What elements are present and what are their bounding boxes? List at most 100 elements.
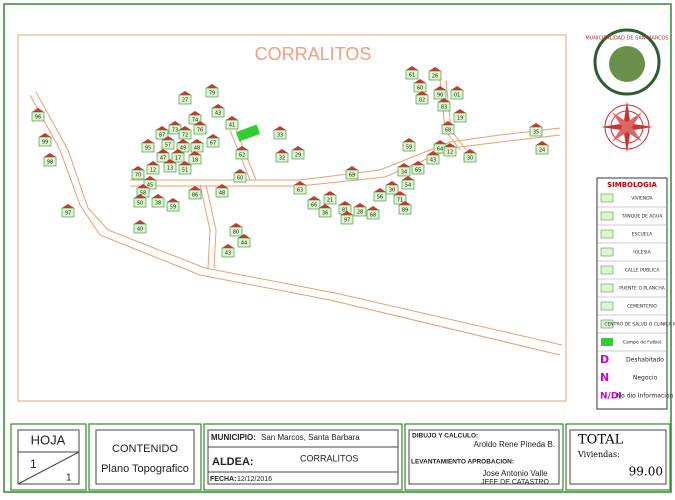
roads [30,80,562,355]
house-roof [179,91,191,95]
house-number: 13 [167,166,173,172]
contenido-label: CONTENIDO [112,443,178,455]
house-number: 67 [210,141,216,147]
total: 99.00 [629,465,663,479]
house-number: 60 [417,86,423,92]
map-sheet: CORRALITOS MUNICIPALIDAD DE SAN MARCOS S… [0,0,675,496]
house-roof [156,126,168,130]
house-number: 12 [150,168,156,174]
legend-symbol [601,266,613,274]
house-number: 65 [415,168,421,174]
legend-symbol [601,302,613,310]
viviendas-label: Viviendas: [577,450,620,459]
legend-status-label: Negocio [633,375,658,382]
house-number: 97 [344,218,350,224]
legend-label: Campo de Futbol [623,340,661,346]
house-number: 44 [241,241,247,247]
hoja-label: HOJA [31,432,66,447]
house-number: 43 [225,251,231,257]
house-number: 68 [370,213,376,219]
house-number: 61 [409,73,415,79]
house-number: 29 [295,153,301,159]
house-number: 33 [277,133,283,139]
legend-symbol [601,212,613,220]
house-roof [412,161,424,165]
house-roof [226,116,238,120]
house-number: 74 [192,118,198,124]
football-field [236,125,260,142]
house-roof [398,163,410,167]
house-roof [274,126,286,130]
cargo: JEFE DE CATASTRO [481,479,549,486]
house-roof [406,66,418,70]
house-number: 80 [233,230,239,236]
house-number: 63 [297,188,303,194]
house-number: 36 [322,211,328,217]
house-roof [374,188,386,192]
legend-label: ESCUELA [632,232,654,238]
house-number: 96 [35,115,41,121]
house-number: 34 [401,170,407,176]
legend-status-label: Deshabitado [626,357,664,364]
house-roof [142,139,154,143]
house-number: 17 [175,156,181,162]
house-number: 69 [349,173,355,179]
house-roof [276,149,288,153]
house-number: 62 [239,153,245,159]
house-number: 40 [137,227,143,233]
fecha-label: FECHA: [210,476,236,483]
house-roof [403,138,415,142]
contenido: Plano Topografico [101,463,189,475]
house-number: 18 [192,158,198,164]
house-roof [167,198,179,202]
house-number: 48 [219,191,225,197]
house-number: 57 [165,143,171,149]
legend-label: TANQUE DE AGUA [621,214,663,220]
house-roof [434,86,446,90]
legend-symbol [601,284,613,292]
house-roof [169,121,181,125]
house-number: 12 [447,150,453,156]
house-roof [386,181,398,185]
house-number: 66 [311,203,317,209]
house-number: 43 [215,111,221,117]
house-number: 99 [42,140,48,146]
house-roof [177,139,189,143]
house-number: 41 [229,123,235,129]
house-roof [44,153,56,157]
house-roof [62,204,74,208]
aldea: CORRALITOS [300,453,358,463]
house-number: 47 [160,156,166,162]
legend-symbol [601,194,613,202]
house-roof [319,204,331,208]
house-number: 48 [194,146,200,152]
house-roof [234,169,246,173]
house-number: 54 [405,183,411,189]
house-roof [530,123,542,127]
house-number: 49 [180,146,186,152]
house-number: 56 [377,195,383,201]
house-number: 83 [441,105,447,111]
house-roof [354,203,366,207]
house-number: 64 [437,147,443,153]
house-number: 38 [155,201,161,207]
house-roof [144,176,156,180]
house-number: 87 [159,133,165,139]
house-roof [308,196,320,200]
hoja-num: 1 [30,457,37,471]
house-number: 79 [209,91,215,97]
legend-symbol [601,338,613,346]
house-number: 59 [406,145,412,151]
house-number: 70 [135,173,141,179]
house-roof [189,111,201,115]
house-roof [429,67,441,71]
house-roof [134,220,146,224]
house-roof [454,109,466,113]
legend-status-symbol: D [600,353,609,366]
legend-label: CENTRO DE SALUD O CLINICA M.I [604,322,675,328]
municipio: San Marcos, Santa Barbara [261,433,360,442]
house-roof [536,141,548,145]
house-number: 27 [182,98,188,104]
logo-text: MUNICIPALIDAD DE SAN MARCOS [585,36,668,42]
legend-status-symbol: N [600,371,609,384]
